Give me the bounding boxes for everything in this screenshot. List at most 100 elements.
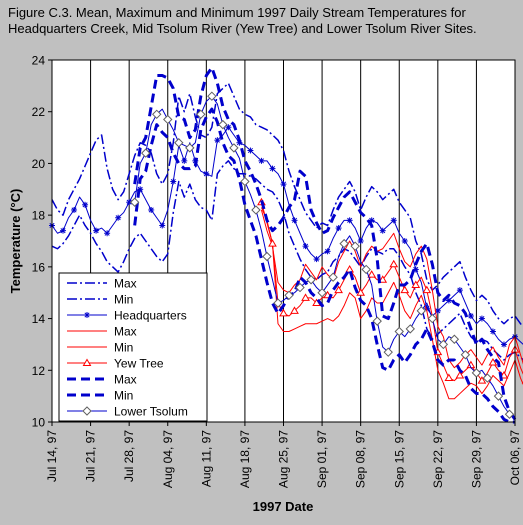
x-axis-label: 1997 Date <box>253 499 314 514</box>
data-point-marker <box>71 206 78 213</box>
data-point-marker <box>422 285 432 294</box>
data-point-marker <box>60 227 67 234</box>
y-tick-label: 18 <box>32 209 46 223</box>
legend-entry: Max <box>67 277 137 291</box>
data-point-marker <box>367 270 377 278</box>
y-tick-label: 10 <box>32 416 46 430</box>
legend-label: Min <box>114 293 133 307</box>
data-point-marker <box>140 148 151 158</box>
series-max-3 <box>260 209 523 369</box>
data-point-marker <box>456 287 463 294</box>
data-point-marker <box>389 259 399 268</box>
data-point-marker <box>471 368 482 378</box>
y-tick-label: 14 <box>32 312 46 326</box>
data-point-marker <box>482 373 493 383</box>
legend-label: Lower Tsolum <box>114 405 188 419</box>
data-point-marker <box>218 119 228 130</box>
x-tick-label: Aug 04, 97 <box>161 430 175 488</box>
data-point-marker <box>225 124 232 131</box>
data-point-marker <box>383 347 393 357</box>
data-point-marker <box>357 238 364 244</box>
data-point-marker <box>126 199 133 206</box>
legend-marker <box>82 406 92 416</box>
y-axis: 10 12 14 16 18 20 22 24 <box>32 54 52 430</box>
x-tick-label: Sep 22, 97 <box>431 430 445 488</box>
legend-entry: Max <box>67 373 137 387</box>
data-point-marker <box>449 334 460 344</box>
data-point-marker <box>93 227 100 234</box>
data-point-marker <box>284 290 294 301</box>
data-point-marker <box>185 143 195 153</box>
data-point-marker <box>82 201 89 208</box>
data-point-marker <box>196 109 206 120</box>
x-tick-label: Sep 08, 97 <box>354 430 368 488</box>
data-point-marker <box>467 312 474 319</box>
data-point-marker <box>240 176 250 187</box>
data-point-marker <box>445 297 452 304</box>
legend-label: Yew Tree <box>114 357 164 371</box>
data-point-marker <box>416 306 427 316</box>
x-tick-label: Jul 14, 97 <box>45 430 59 482</box>
y-tick-label: 20 <box>32 157 46 171</box>
y-tick-label: 16 <box>32 260 46 274</box>
series-line <box>133 107 515 424</box>
legend-marker <box>82 358 92 366</box>
legend-label: Max <box>114 373 137 387</box>
data-point-marker <box>273 298 283 308</box>
data-point-marker <box>390 217 397 224</box>
legend-entry: Min <box>67 341 133 355</box>
series-min-1 <box>51 160 523 361</box>
data-point-marker <box>229 143 239 153</box>
legend-label: Min <box>114 389 133 403</box>
data-point-marker <box>405 324 415 334</box>
data-point-marker <box>258 157 265 164</box>
series-lower-tsolum-8 <box>129 91 516 419</box>
x-tick-label: Aug 11, 97 <box>199 430 213 487</box>
data-point-marker <box>489 328 496 335</box>
data-point-marker <box>434 307 441 314</box>
series-line <box>260 209 523 369</box>
data-point-marker <box>306 275 316 285</box>
data-point-marker <box>500 341 507 348</box>
data-point-marker <box>346 217 353 224</box>
data-point-marker <box>438 339 449 350</box>
data-point-marker <box>361 264 371 275</box>
legend-entry: Min <box>67 293 133 307</box>
data-point-marker <box>488 358 498 366</box>
data-point-marker <box>280 181 287 188</box>
data-point-marker <box>129 197 140 207</box>
legend-label: Max <box>114 325 137 339</box>
data-point-marker <box>247 147 254 154</box>
data-point-marker <box>493 391 504 401</box>
x-tick-label: Sep 15, 97 <box>392 430 406 488</box>
data-point-marker <box>379 227 386 234</box>
data-point-marker <box>104 230 111 237</box>
series-min-7 <box>133 107 515 424</box>
x-tick-label: Jul 28, 97 <box>122 430 136 482</box>
data-point-marker <box>262 251 272 262</box>
data-point-marker <box>301 293 310 301</box>
data-point-marker <box>411 280 421 288</box>
data-point-marker <box>290 306 299 314</box>
data-point-marker <box>324 248 331 255</box>
data-point-marker <box>163 114 173 125</box>
x-tick-label: Jul 21, 97 <box>84 430 98 482</box>
legend-entry: Yew Tree <box>67 357 164 371</box>
series-line <box>51 160 523 361</box>
figure-title: Figure C.3. Mean, Maximum and Minimum 19… <box>8 5 477 36</box>
y-tick-label: 24 <box>32 54 46 68</box>
legend-label: Headquarters <box>114 309 187 323</box>
data-point-marker <box>400 285 410 294</box>
legend: Max Min Headquarters Max Min Yew Tree Max Min Lo… <box>58 272 208 422</box>
data-point-marker <box>401 238 408 244</box>
data-point-marker <box>302 243 309 250</box>
data-point-marker <box>478 315 485 322</box>
data-point-marker <box>356 288 366 296</box>
series-layer <box>49 66 523 424</box>
legend-marker <box>84 312 90 318</box>
data-point-marker <box>444 373 454 382</box>
data-point-marker <box>504 409 515 419</box>
data-point-marker <box>181 157 188 164</box>
data-point-marker <box>460 350 471 360</box>
data-point-marker <box>279 308 288 317</box>
